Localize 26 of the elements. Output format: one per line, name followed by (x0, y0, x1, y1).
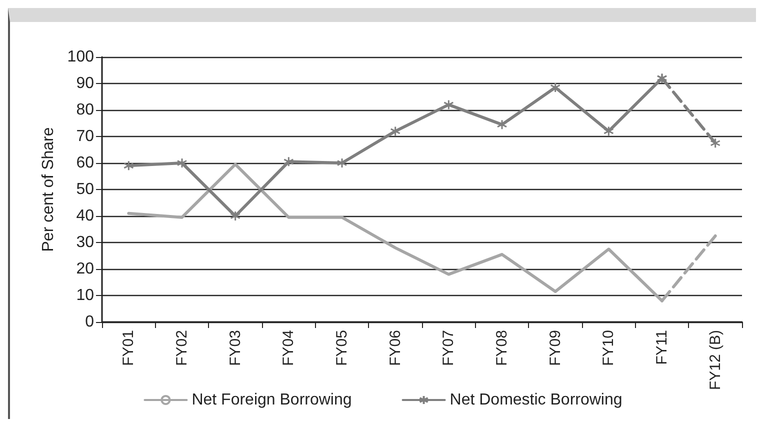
y-tick-label: 70 (76, 128, 94, 145)
y-tick-label: 10 (76, 287, 94, 304)
y-tick-label: 50 (76, 181, 94, 198)
y-tick-label: 40 (76, 208, 94, 224)
y-tick-label: 80 (76, 102, 94, 118)
x-tick-label: FY03 (226, 330, 244, 366)
y-tick-label: 60 (76, 154, 94, 172)
y-tick-label: 0 (85, 314, 94, 330)
x-tick-label: FY05 (334, 330, 350, 366)
x-tick-label: FY08 (494, 330, 510, 366)
y-tick-label: 20 (76, 260, 94, 278)
x-tick-label: FY12 (B) (706, 330, 724, 390)
legend-label: Net Domestic Borrowing (450, 392, 622, 408)
x-tick-label: FY04 (280, 330, 298, 366)
x-tick-label: FY09 (546, 330, 564, 366)
y-tick-label: 30 (76, 234, 94, 251)
y-axis-title: Per cent of Share (40, 127, 57, 252)
x-tick-label: FY07 (440, 330, 458, 366)
x-tick-label: FY06 (386, 330, 404, 366)
legend-label: Net Foreign Borrowing (192, 392, 352, 408)
y-tick-label: 100 (67, 48, 94, 66)
y-tick-label: 90 (76, 75, 94, 92)
x-tick-label: FY01 (120, 330, 138, 366)
x-tick-label: FY02 (174, 330, 190, 366)
x-tick-label: FY10 (600, 330, 618, 366)
x-tick-label: FY11 (654, 330, 670, 365)
